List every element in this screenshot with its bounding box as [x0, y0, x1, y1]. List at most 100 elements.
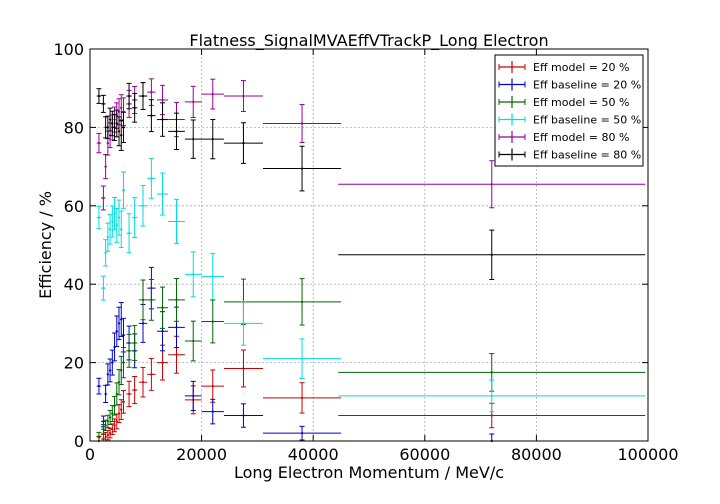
data-marker	[242, 141, 245, 145]
data-point	[338, 160, 646, 209]
data-point	[201, 369, 224, 403]
data-point	[138, 279, 148, 321]
data-point	[100, 424, 106, 435]
data-marker	[175, 326, 178, 329]
legend-marker	[498, 61, 526, 73]
data-marker	[127, 232, 131, 235]
legend-box	[494, 54, 644, 167]
data-marker	[111, 122, 114, 125]
data-point	[201, 299, 224, 344]
data-point	[131, 197, 138, 238]
data-marker	[122, 189, 125, 192]
data-point	[156, 172, 169, 216]
data-marker	[102, 102, 105, 105]
data-point	[114, 382, 120, 406]
data-point	[147, 278, 156, 321]
data-point	[131, 325, 138, 361]
data-point	[262, 425, 342, 441]
data-point	[184, 85, 202, 119]
data-point	[223, 122, 263, 164]
data-point	[103, 239, 109, 267]
legend-item: Eff baseline = 20 %	[498, 78, 641, 92]
data-marker	[108, 432, 112, 435]
data-marker	[104, 165, 107, 168]
data-point	[96, 88, 102, 104]
data-point	[126, 380, 132, 408]
series-4	[96, 157, 646, 413]
data-marker	[108, 416, 112, 419]
data-point	[109, 205, 115, 238]
y-tick-label: 20	[64, 354, 84, 373]
legend: Eff model = 20 % Eff baseline = 20 % Eff m…	[494, 54, 644, 167]
data-marker	[111, 361, 114, 364]
data-point	[147, 99, 156, 133]
data-marker	[111, 428, 114, 431]
data-marker	[122, 400, 125, 403]
data-marker	[141, 94, 145, 98]
data-marker	[211, 320, 214, 323]
data-marker	[115, 420, 118, 423]
data-marker	[490, 394, 493, 398]
data-point	[105, 115, 111, 140]
data-point	[118, 210, 124, 249]
legend-item: Eff model = 50 %	[498, 96, 629, 109]
plot-frame	[89, 48, 649, 442]
data-marker	[102, 287, 105, 290]
data-marker	[192, 394, 195, 398]
data-point	[338, 379, 646, 413]
data-marker	[104, 424, 107, 427]
data-marker	[490, 371, 493, 374]
data-marker	[161, 192, 164, 196]
data-point	[103, 419, 109, 431]
data-point	[103, 116, 109, 139]
legend-marker	[498, 78, 526, 91]
data-marker	[102, 428, 105, 431]
data-marker	[117, 110, 121, 113]
data-point	[223, 403, 263, 428]
data-point	[184, 119, 202, 159]
data-point	[201, 398, 224, 425]
data-point	[103, 154, 109, 180]
legend-marker	[498, 131, 526, 143]
data-point	[120, 346, 126, 379]
data-marker	[141, 204, 145, 207]
data-marker	[175, 220, 178, 223]
data-point	[118, 119, 124, 151]
data-marker	[161, 98, 164, 102]
data-marker	[113, 126, 116, 129]
data-point	[262, 145, 342, 192]
data-point	[201, 252, 224, 300]
data-point	[114, 109, 120, 138]
data-point	[118, 302, 124, 337]
data-point	[107, 358, 113, 383]
data-marker	[211, 385, 214, 388]
y-tick-label: 40	[64, 275, 84, 294]
data-marker	[192, 138, 195, 141]
data-point	[168, 198, 185, 245]
data-point	[118, 355, 124, 386]
data-marker	[141, 381, 145, 384]
data-marker	[115, 122, 118, 125]
legend-label: Eff baseline = 20 %	[533, 79, 641, 92]
data-marker	[117, 322, 121, 325]
data-point	[116, 199, 122, 236]
legend-label: Eff baseline = 80 %	[533, 149, 641, 162]
legend-label: Eff model = 80 %	[533, 131, 629, 144]
data-marker	[150, 373, 153, 376]
y-tick-label: 60	[64, 197, 84, 216]
data-point	[262, 338, 342, 379]
data-marker	[113, 424, 116, 427]
data-marker	[211, 92, 214, 96]
series-6	[96, 82, 646, 281]
data-point	[168, 277, 185, 322]
data-marker	[120, 134, 123, 137]
data-point	[120, 389, 126, 414]
data-marker	[97, 435, 101, 439]
data-marker	[161, 330, 164, 333]
data-marker	[106, 141, 109, 145]
data-marker	[97, 216, 101, 219]
data-marker	[175, 130, 178, 133]
chart-title: Flatness_SignalMVAEffVTrackP_Long Electr…	[189, 31, 548, 51]
x-tick-label: 40000	[288, 445, 339, 464]
data-marker	[161, 118, 164, 121]
